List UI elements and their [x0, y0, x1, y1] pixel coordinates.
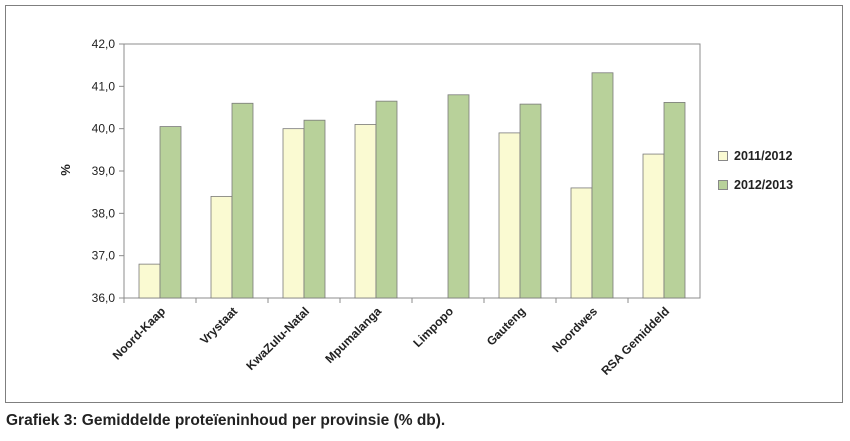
x-tick-label: Limpopo — [410, 304, 456, 350]
y-axis-label: % — [58, 164, 73, 176]
y-tick-label: 38,0 — [92, 206, 116, 220]
bar-2011-2012-noordwes — [570, 187, 593, 299]
x-tick-label: RSA Gemiddeld — [598, 304, 672, 378]
legend-label-2011-2012: 2011/2012 — [734, 149, 793, 163]
bar-2012-2013-kwazulu-natal — [303, 119, 326, 299]
bar-2011-2012-kwazulu-natal — [282, 128, 305, 299]
bar-2012-2013-noordwes — [591, 72, 614, 299]
bars — [138, 72, 686, 299]
bar-2012-2013-mpumalanga — [375, 100, 398, 299]
axes — [119, 43, 701, 303]
bar-2012-2013-noord-kaap — [159, 126, 182, 299]
plot-area — [123, 43, 701, 299]
bar-2012-2013-vrystaat — [231, 102, 254, 299]
legend-item-2011-2012: 2011/2012 — [718, 148, 792, 164]
y-tick-labels: 36,0 37,0 38,0 39,0 40,0 41,0 42,0 — [92, 37, 116, 305]
y-tick-label: 41,0 — [92, 79, 116, 93]
x-tick-label: Vrystaat — [197, 304, 240, 347]
legend-swatch-2012-2013 — [718, 180, 728, 190]
bar-2011-2012-noord-kaap — [138, 263, 161, 299]
chart-frame — [5, 5, 843, 403]
bar-2012-2013-limpopo — [447, 94, 470, 299]
y-tick-label: 42,0 — [92, 37, 116, 51]
x-tick-label: Gauteng — [484, 304, 528, 348]
x-tick-label: KwaZulu-Natal — [243, 304, 312, 373]
bar-2011-2012-vrystaat — [210, 195, 233, 299]
bar-2011-2012-rsa-gemiddeld — [642, 153, 665, 299]
bar-2011-2012-mpumalanga — [354, 124, 377, 299]
legend-item-2012-2013: 2012/2013 — [718, 177, 793, 193]
figure-caption: Grafiek 3: Gemiddelde proteïeninhoud per… — [6, 412, 446, 429]
y-tick-label: 39,0 — [92, 164, 116, 178]
y-tick-label: 36,0 — [92, 291, 116, 305]
x-tick-labels: Noord-Kaap Vrystaat KwaZulu-Natal Mpumalang… — [110, 304, 672, 378]
y-tick-label: 37,0 — [92, 249, 116, 263]
legend-swatch-2011-2012 — [718, 151, 728, 161]
legend-label-2012-2013: 2012/2013 — [734, 178, 794, 192]
y-tick-label: 40,0 — [92, 122, 116, 136]
x-tick-label: Noordwes — [549, 304, 600, 355]
bar-2012-2013-rsa-gemiddeld — [663, 102, 686, 299]
x-tick-label: Noord-Kaap — [110, 304, 168, 362]
bar-2011-2012-gauteng — [498, 132, 521, 299]
bar-2012-2013-gauteng — [519, 103, 542, 299]
x-tick-label: Mpumalanga — [322, 304, 384, 366]
